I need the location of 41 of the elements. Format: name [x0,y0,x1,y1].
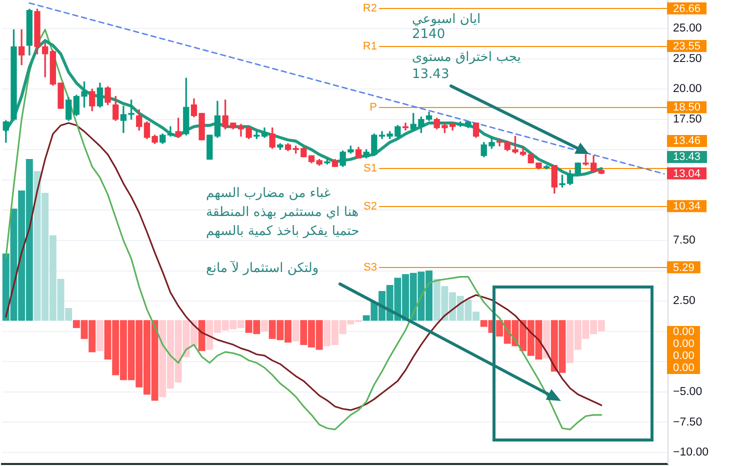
annotation: ولتكن استثمار لآ مانع [206,261,319,276]
text: 0.00 [667,350,700,362]
bar [292,320,300,342]
ref-line-label: R2 [362,2,377,15]
bar [543,320,550,358]
ref-line-label: P [370,102,377,114]
annotation: حتميا يفكر باخذ كمية بالسهم [206,224,360,239]
annotation: 5.29 [673,262,694,274]
bar [261,320,268,332]
y-tick-label: 25.00 [673,22,702,35]
y-tick-label: 20.00 [673,83,702,96]
y-tick-label: −5.00 [673,386,702,398]
y-tick-label: 22.50 [673,52,702,65]
y-tick-label: 2.50 [673,295,696,308]
text: 0.00 [667,338,700,350]
ref-line-label: S2 [363,200,377,213]
text: 13.43 [667,150,707,162]
text: 0.00 [667,326,700,338]
y-tick-label: −10.00 [673,446,708,459]
annotation: 10.34 [673,200,701,213]
text: 13.46 [667,134,707,146]
ref-line-label: S1 [363,162,377,175]
annotation: 13.43 [412,67,450,82]
annotation: 23.55 [673,40,701,53]
text: 0.00 [667,362,700,374]
annotation: غباء من مضارب السهم [206,186,331,201]
y-tick-label: −7.50 [673,416,702,428]
annotation: ايان اسبوعي [412,12,481,27]
bar [96,320,104,352]
ref-line-label: S3 [363,262,377,274]
candlestick [167,126,174,137]
y-tick-label: 17.50 [673,114,702,126]
annotation: يجب اختراق مستوى [412,50,521,65]
annotation: 2140 [412,27,446,42]
annotation: 18.50 [673,102,701,114]
annotation: 26.66 [673,2,701,15]
y-tick-label: 7.50 [673,234,696,247]
annotation: 13.04 [673,168,701,180]
ref-line-label: R1 [362,40,377,53]
annotation: هنا اي مستثمر بهذه المنطقة [206,205,359,220]
bar [198,320,206,352]
